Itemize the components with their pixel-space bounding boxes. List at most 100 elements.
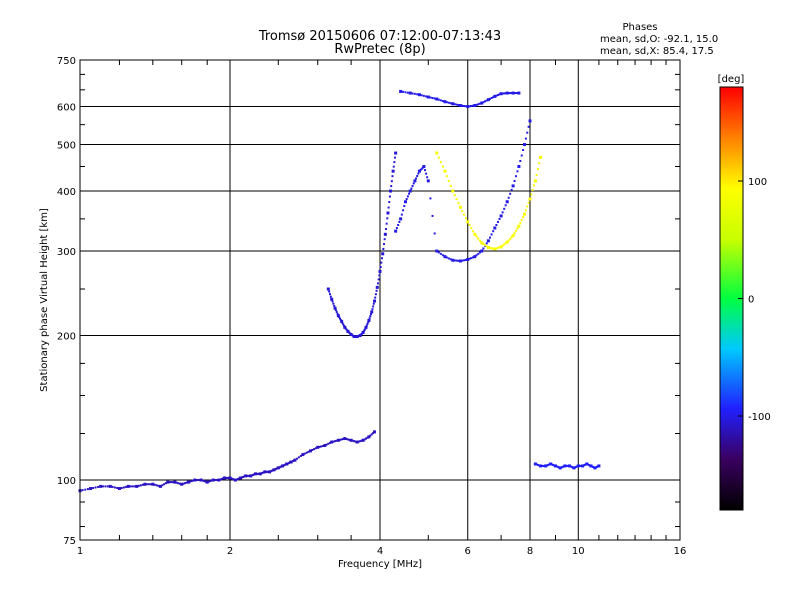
data-point [236, 477, 239, 480]
data-point [219, 478, 222, 481]
data-point [291, 460, 294, 463]
data-point [417, 172, 420, 175]
data-point [381, 252, 385, 256]
data-point [186, 480, 190, 484]
data-point [390, 185, 393, 188]
data-point [378, 269, 382, 273]
data-point [563, 464, 567, 468]
data-point [168, 481, 171, 484]
data-point [388, 195, 391, 198]
data-point [574, 466, 577, 469]
data-point [193, 478, 197, 482]
data-point [429, 96, 432, 99]
data-point [242, 475, 245, 478]
data-point [394, 229, 398, 233]
data-point [230, 477, 233, 480]
data-point [422, 164, 426, 168]
data-point [357, 440, 360, 443]
data-point [346, 438, 349, 441]
data-point [384, 227, 387, 230]
data-point [475, 254, 478, 257]
data-point [188, 480, 191, 483]
data-point [513, 232, 516, 235]
data-point [522, 216, 525, 219]
y-tick-label: 500 [57, 141, 76, 152]
data-point [173, 480, 177, 484]
data-point [336, 314, 340, 318]
data-point [201, 479, 204, 482]
data-point [155, 484, 158, 487]
data-point [501, 244, 504, 247]
data-point [484, 100, 487, 103]
data-point [255, 472, 258, 475]
data-point [433, 97, 436, 100]
data-point [524, 137, 527, 140]
data-point [323, 444, 327, 448]
data-point [544, 464, 548, 468]
data-point [464, 217, 467, 220]
plot-frame [79, 59, 681, 541]
data-point [451, 102, 455, 106]
data-point [553, 464, 557, 468]
data-point [126, 484, 130, 488]
data-point [380, 261, 383, 264]
data-point [239, 476, 243, 480]
data-point [496, 246, 499, 249]
data-point [365, 437, 368, 440]
data-point [501, 211, 504, 214]
data-point [439, 99, 442, 102]
data-point [420, 167, 423, 170]
data-point [326, 287, 330, 291]
data-point [515, 229, 518, 232]
data-point [106, 485, 109, 488]
y-tick-label: 600 [57, 103, 76, 114]
data-point [383, 232, 387, 236]
data-point [275, 467, 278, 470]
data-point [354, 440, 357, 443]
data-point [490, 233, 493, 236]
x-tick-label: 1 [77, 546, 83, 557]
data-point [379, 266, 382, 269]
data-point [122, 486, 125, 489]
data-point [371, 308, 374, 311]
data-point [589, 464, 593, 468]
data-point [453, 103, 456, 106]
data-point [488, 246, 491, 249]
data-point [470, 227, 473, 230]
data-point [504, 92, 507, 95]
data-point [195, 479, 198, 482]
data-point [308, 449, 312, 453]
data-point [528, 197, 532, 201]
data-point [332, 302, 335, 305]
data-point [327, 442, 330, 445]
data-point [503, 92, 506, 95]
x-tick-label: 2 [227, 546, 233, 557]
data-point [369, 315, 372, 318]
data-point [550, 463, 553, 466]
data-point [495, 247, 498, 250]
data-point [314, 447, 317, 450]
data-point [535, 174, 538, 177]
data-point [372, 305, 375, 308]
data-point [530, 193, 533, 196]
data-point [451, 258, 455, 262]
data-point [468, 223, 471, 226]
data-point [335, 439, 338, 442]
data-point [287, 462, 290, 465]
data-point [520, 154, 523, 157]
data-point [299, 454, 302, 457]
data-point [386, 217, 389, 220]
data-point [468, 105, 471, 108]
data-point [402, 209, 405, 212]
data-point [330, 297, 334, 301]
data-point [84, 488, 87, 491]
data-point [345, 328, 348, 331]
data-point [445, 101, 448, 104]
data-point [330, 440, 334, 444]
data-points [78, 89, 601, 493]
data-point [322, 444, 325, 447]
data-point [566, 464, 569, 467]
data-point [281, 464, 285, 468]
data-point [511, 234, 515, 238]
data-point [533, 184, 536, 187]
